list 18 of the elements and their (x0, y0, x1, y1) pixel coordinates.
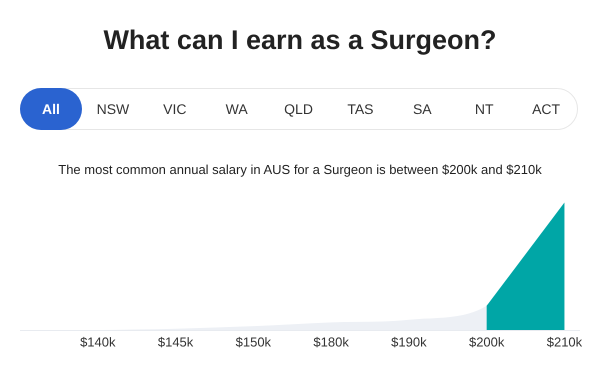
text: NT (474, 100, 495, 119)
text: ACT (531, 100, 562, 119)
x-tick-label: $150k (236, 334, 272, 350)
text: NSW (96, 100, 130, 119)
text: TAS (346, 100, 375, 119)
text: SA (412, 100, 433, 119)
x-tick-label: $145k (158, 334, 194, 350)
text: WA (224, 100, 249, 119)
x-tick-label: $200k (468, 334, 505, 350)
text: All (20, 88, 82, 130)
text: VIC (162, 100, 188, 119)
x-tick-label: $140k (80, 334, 116, 350)
text: QLD (283, 100, 314, 119)
x-tick-label: $180k (313, 334, 350, 350)
x-tick-label: $210k (546, 334, 583, 350)
x-tick-label: $190k (391, 334, 428, 350)
chart-subtitle: The most common annual salary in AUS for a Surgeon is between $200k and $210k (57, 162, 543, 177)
chart-title: What can I earn as a Surgeon? (102, 24, 498, 57)
